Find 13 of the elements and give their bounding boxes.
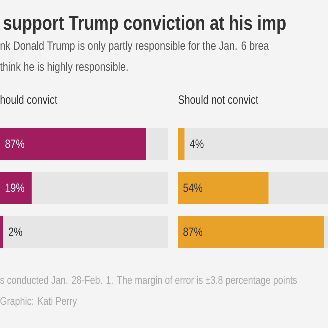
data-label: 87% (6, 140, 25, 148)
text: s conducted Jan. 28-Feb. 1. The margin of error is ±3.8 percentage points (0, 276, 298, 286)
data-label: 19% (6, 184, 25, 192)
data-label: 2% (9, 228, 22, 236)
chart-title: hould convict (0, 95, 58, 104)
data-label: 4% (190, 140, 204, 148)
text: think he is highly responsible. (0, 62, 128, 74)
data-label: 54% (184, 184, 203, 192)
text: nk Donald Trump is only partly responsible for the Jan. 6 brea (0, 41, 270, 52)
text: support Trump conviction at his imp (4, 16, 286, 34)
data-label: 87% (184, 228, 203, 236)
text: Graphic: Kati Perry (0, 297, 78, 308)
chart-title: Should not convict (178, 95, 259, 104)
